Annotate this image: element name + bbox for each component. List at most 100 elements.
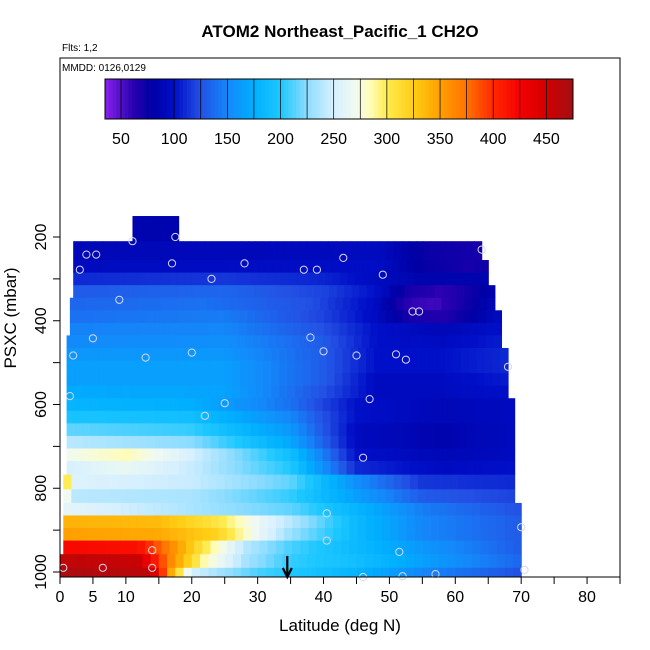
heatmap-cell: [472, 515, 481, 529]
heatmap-cell: [210, 423, 220, 437]
heatmap-cell: [247, 385, 257, 399]
heatmap-cell: [125, 554, 135, 569]
heatmap-cell: [125, 285, 135, 299]
heatmap-cell: [282, 461, 292, 476]
x-axis: 0 5 10 20 30 40 50 60 70 80: [56, 577, 621, 606]
heatmap-cell: [513, 540, 522, 555]
heatmap-cell: [186, 435, 196, 449]
heatmap-cell: [183, 297, 192, 311]
heatmap-cell: [297, 489, 306, 504]
heatmap-cell: [288, 260, 297, 273]
heatmap-cell: [358, 360, 367, 374]
heatmap-cell: [350, 241, 359, 261]
colorbar-frame: [104, 78, 574, 120]
colorbar-segment: [186, 79, 192, 119]
heatmap-cell: [226, 461, 236, 476]
heatmap-cell: [66, 373, 76, 387]
heatmap-cell: [470, 322, 479, 336]
heatmap-cell: [200, 489, 209, 504]
heatmap-cell: [74, 335, 83, 349]
heatmap-cell: [301, 310, 310, 324]
heatmap-cell: [133, 285, 142, 299]
heatmap-cell: [322, 461, 332, 476]
heatmap-cell: [178, 461, 188, 476]
heatmap-layer: [69, 322, 503, 336]
heatmap-cell: [277, 241, 286, 261]
heatmap-cell: [102, 272, 111, 286]
heatmap-cell: [79, 528, 89, 541]
heatmap-cell: [232, 489, 242, 504]
heatmap-cell: [490, 435, 500, 449]
heatmap-cell: [342, 385, 351, 399]
colorbar-segment: [163, 79, 168, 119]
heatmap-cell: [346, 398, 356, 412]
heatmap-cell: [98, 373, 107, 387]
heatmap-cell: [434, 435, 444, 449]
heatmap-cell: [378, 410, 388, 424]
heatmap-layer: [69, 310, 503, 324]
heatmap-cell: [106, 461, 116, 476]
heatmap-cell: [414, 567, 423, 577]
heatmap-cell: [161, 502, 171, 516]
colorbar-tick-label: 150: [214, 131, 241, 148]
heatmap-cell: [104, 515, 113, 529]
heatmap-cell: [403, 297, 412, 311]
heatmap-cell: [498, 410, 508, 424]
heatmap-cell: [338, 435, 348, 449]
heatmap-cell: [130, 448, 140, 462]
heatmap-cell: [455, 554, 465, 569]
heatmap-cell: [170, 448, 180, 462]
heatmap-cell: [338, 423, 348, 437]
heatmap-cell: [121, 385, 131, 399]
heatmap-cell: [447, 322, 456, 336]
heatmap-cell: [349, 502, 359, 516]
heatmap-cell: [60, 554, 69, 569]
heatmap-cell: [218, 410, 228, 424]
heatmap-cell: [263, 360, 273, 374]
heatmap-cell: [324, 540, 334, 555]
heatmap-cell: [374, 540, 383, 555]
heatmap-cell: [442, 489, 451, 504]
heatmap-cell: [476, 385, 485, 399]
heatmap-cell: [390, 540, 400, 555]
heatmap-cell: [162, 398, 172, 412]
heatmap-cell: [105, 335, 114, 349]
heatmap-cell: [168, 489, 177, 504]
heatmap-cell: [122, 423, 132, 437]
heatmap-cell: [316, 540, 326, 555]
colorbar-segment: [288, 79, 293, 119]
heatmap-cell: [340, 272, 349, 286]
heatmap-cell: [284, 502, 293, 516]
heatmap-cell: [472, 540, 481, 555]
heatmap-cell: [123, 322, 133, 336]
heatmap-cell: [183, 335, 192, 349]
heatmap-cell: [447, 554, 456, 569]
heatmap-cell: [320, 297, 329, 311]
heatmap-cell: [146, 423, 156, 437]
colorbar-segment: [147, 79, 153, 119]
heatmap-cell: [159, 216, 162, 242]
heatmap-cell: [119, 489, 129, 504]
heatmap-cell: [208, 385, 217, 399]
heatmap-cell: [154, 461, 164, 476]
heatmap-cell: [214, 260, 223, 273]
heatmap-cell: [460, 385, 470, 399]
heatmap-cell: [301, 322, 310, 336]
heatmap-cell: [310, 385, 320, 399]
heatmap-cell: [249, 554, 259, 569]
y-tick-label: 600: [33, 391, 50, 418]
heatmap-cell: [284, 335, 293, 349]
heatmap-cell: [242, 461, 252, 476]
heatmap-cell: [90, 398, 100, 412]
x-tick-label: 80: [578, 589, 596, 606]
colorbar-segment: [179, 79, 184, 119]
heatmap-cell: [146, 448, 156, 462]
heatmap-cell: [155, 216, 157, 242]
heatmap-cell: [405, 347, 415, 361]
heatmap-cell: [95, 260, 104, 273]
heatmap-cell: [430, 554, 440, 569]
heatmap-cell: [206, 335, 215, 349]
colorbar-tick-label: 200: [267, 131, 294, 148]
heatmap-cell: [496, 502, 506, 516]
heatmap-cell: [255, 360, 265, 374]
